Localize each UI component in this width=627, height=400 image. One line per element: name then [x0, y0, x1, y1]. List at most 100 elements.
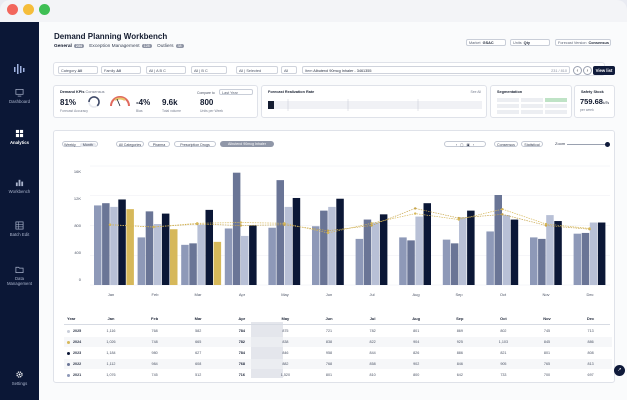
table-cell[interactable]: 984	[151, 362, 158, 366]
bar-2023-oct[interactable]	[510, 219, 519, 285]
bar-2022-mar[interactable]	[189, 243, 197, 285]
bar-2024-may[interactable]	[284, 206, 293, 285]
table-cell[interactable]: 905	[500, 362, 507, 366]
trend-point[interactable]	[370, 222, 373, 225]
table-cell[interactable]: 665	[195, 340, 202, 344]
table-cell[interactable]: 1,076	[106, 373, 116, 377]
table-cell[interactable]: 846	[282, 351, 289, 355]
bar-2024-dec[interactable]	[589, 222, 598, 285]
table-cell[interactable]: 700	[543, 373, 551, 377]
table-cell[interactable]: 808	[587, 351, 594, 355]
table-cell[interactable]: 801	[543, 351, 551, 355]
market-select[interactable]: Market GSAC	[466, 39, 506, 46]
bar-2023-apr[interactable]	[249, 225, 257, 286]
trend-point[interactable]	[326, 229, 330, 232]
filter-option[interactable]: B	[201, 68, 204, 73]
table-cell[interactable]: 826	[413, 351, 420, 355]
table-cell[interactable]: 904	[413, 340, 420, 344]
table-row[interactable]: 2024 1,026 748 665 782 838 838 822 904 925 1,103 84…	[64, 337, 612, 347]
zoom-slider-track[interactable]	[567, 143, 607, 145]
filter-option[interactable]: All	[194, 68, 199, 73]
class-filter[interactable]: All | A B C	[146, 66, 186, 74]
tier-filter[interactable]: All | B C	[191, 66, 227, 74]
table-cell[interactable]: 810	[369, 373, 376, 377]
mode-consensus-button[interactable]: Consensus	[494, 141, 518, 147]
category-chip-item[interactable]: Albuterol 90mcg Inhaler	[220, 141, 274, 147]
bar-2022-sep[interactable]	[450, 243, 459, 285]
table-cell[interactable]: 642	[456, 373, 463, 377]
table-cell[interactable]: 844	[369, 351, 376, 355]
family-filter[interactable]: Family All	[101, 66, 141, 74]
bar-2023-mar[interactable]	[205, 209, 214, 285]
sidebar-item-analytics[interactable]: Analytics	[0, 129, 39, 145]
bar-2023-aug[interactable]	[423, 203, 432, 285]
table-cell[interactable]: 716	[238, 373, 245, 377]
chat-assist-button[interactable]: ↗	[614, 365, 625, 376]
bar-2024-oct[interactable]	[502, 215, 511, 285]
table-cell[interactable]: 821	[500, 351, 507, 355]
table-cell[interactable]: 745	[151, 373, 158, 377]
bar-2021-sep[interactable]	[442, 239, 451, 285]
category-chip-prescription[interactable]: Prescription Drugs	[174, 141, 216, 147]
trend-point[interactable]	[326, 231, 330, 235]
table-cell[interactable]: 886	[587, 340, 594, 344]
tab-exception-management[interactable]: Exception Management 128	[89, 44, 152, 49]
bar-2022-nov[interactable]	[538, 238, 546, 285]
trend-point[interactable]	[414, 212, 417, 215]
table-cell[interactable]: 1,112	[106, 362, 116, 366]
mode-statistical-button[interactable]: Statistical	[521, 141, 543, 147]
trend-point[interactable]	[457, 218, 460, 221]
bar-2021-mar[interactable]	[181, 244, 189, 285]
table-cell[interactable]: 782	[369, 329, 376, 333]
bar-2022-oct[interactable]	[494, 195, 503, 285]
table-cell[interactable]: 813	[587, 362, 594, 366]
table-cell[interactable]: 512	[195, 373, 202, 377]
table-cell[interactable]: 697	[587, 373, 594, 377]
table-cell[interactable]: 733	[500, 373, 507, 377]
chart-pager[interactable]: ‹ ▢ ▣ ›	[444, 141, 486, 147]
bar-2024-aug[interactable]	[415, 216, 423, 285]
tab-outliers[interactable]: Outliers 38	[157, 44, 184, 49]
table-cell[interactable]: 801	[413, 329, 420, 333]
sidebar-item-batch-edit[interactable]: Batch Edit	[0, 221, 39, 237]
period-toggle[interactable]: Weekly Month	[62, 141, 98, 147]
trend-point[interactable]	[108, 223, 112, 226]
table-cell[interactable]: 784	[238, 329, 245, 333]
table-cell[interactable]: 838	[282, 340, 289, 344]
table-cell[interactable]: 802	[500, 329, 507, 333]
bar-2021-feb[interactable]	[137, 237, 146, 285]
filter-option[interactable]: B	[159, 68, 163, 73]
bar-2025-jan[interactable]	[126, 209, 134, 285]
sidebar-item-workbench[interactable]: Workbench	[0, 178, 39, 194]
table-cell[interactable]: 1,520	[280, 373, 290, 377]
bar-2021-aug[interactable]	[399, 237, 407, 285]
bar-2023-feb[interactable]	[161, 213, 170, 285]
table-cell[interactable]: 1,103	[498, 340, 508, 344]
bar-2023-jun[interactable]	[336, 198, 344, 285]
bar-2021-oct[interactable]	[486, 231, 494, 285]
filter-option[interactable]: C	[204, 68, 208, 73]
trend-point[interactable]	[501, 207, 504, 211]
toggle-month[interactable]: Month	[79, 143, 96, 147]
table-cell[interactable]: 845	[543, 340, 551, 344]
table-cell[interactable]: 768	[238, 362, 245, 366]
trend-point[interactable]	[501, 213, 504, 216]
table-cell[interactable]: 925	[456, 340, 463, 344]
filter-option[interactable]: C	[163, 68, 166, 73]
trend-point[interactable]	[544, 222, 548, 226]
forecast-version-select[interactable]: Forecast Version Consensus	[555, 39, 611, 46]
bar-2023-sep[interactable]	[467, 210, 475, 285]
table-cell[interactable]: 958	[325, 351, 333, 355]
table-cell[interactable]: 858	[369, 362, 376, 366]
filter-option[interactable]: All	[149, 68, 154, 73]
bar-2021-apr[interactable]	[224, 228, 233, 285]
maximize-window-button[interactable]	[39, 4, 50, 15]
close-window-button[interactable]	[7, 4, 18, 15]
see-all-link[interactable]: See All	[470, 90, 481, 94]
bar-2024-sep[interactable]	[459, 217, 467, 285]
bar-2021-jan[interactable]	[94, 205, 102, 285]
bar-2024-nov[interactable]	[546, 215, 554, 285]
table-cell[interactable]: 846	[456, 362, 463, 366]
table-cell[interactable]: 627	[195, 351, 202, 355]
bar-2021-may[interactable]	[268, 227, 276, 285]
